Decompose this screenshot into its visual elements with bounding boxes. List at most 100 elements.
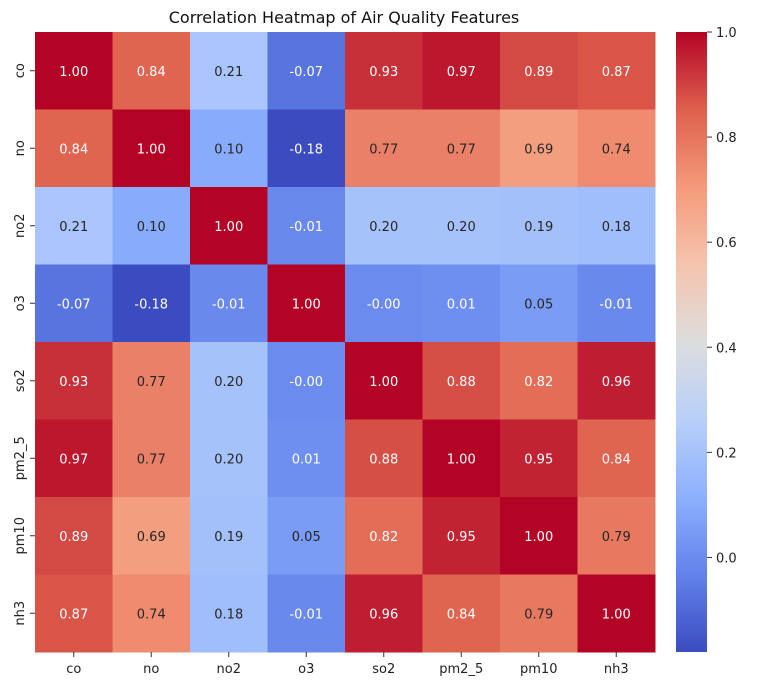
x-tick-label: o3 xyxy=(298,662,314,677)
cell-value-label: -0.01 xyxy=(599,297,633,312)
heatmap-cell xyxy=(35,32,113,110)
heatmap-cell xyxy=(267,109,346,188)
cell-value-label: 0.77 xyxy=(137,452,166,467)
heatmap-cell xyxy=(267,497,346,575)
cell-value-label: 0.19 xyxy=(524,220,553,235)
y-tick-label: co xyxy=(13,63,28,78)
heatmap-cells: 1.00 0.84 0.21 -0.07 0.93 0.97 0.89 0.87 0.84 1.0… xyxy=(35,32,656,653)
heatmap-cell xyxy=(112,32,191,110)
heatmap-cell xyxy=(190,109,268,188)
cell-value-label: 0.87 xyxy=(59,607,88,622)
heatmap-cell xyxy=(422,264,501,343)
x-tick-label: no xyxy=(143,662,159,677)
heatmap-cell xyxy=(112,342,191,420)
cell-value-label: 0.79 xyxy=(524,607,553,622)
heatmap-cell xyxy=(267,419,346,498)
heatmap-cell xyxy=(112,109,191,188)
heatmap-cell xyxy=(35,574,113,653)
heatmap-cell xyxy=(190,574,268,653)
heatmap-cell xyxy=(35,109,113,188)
heatmap-cell xyxy=(422,419,501,498)
cell-value-label: 0.18 xyxy=(214,607,243,622)
heatmap-cell xyxy=(190,264,268,343)
cell-value-label: 1.00 xyxy=(447,452,476,467)
cell-value-label: 1.00 xyxy=(59,65,88,80)
heatmap-cell xyxy=(267,32,346,110)
cell-value-label: 0.69 xyxy=(137,530,166,545)
y-tick-label: nh3 xyxy=(13,601,28,626)
cell-value-label: 0.93 xyxy=(59,375,88,390)
heatmap-cell xyxy=(190,187,268,265)
heatmap-cell xyxy=(577,419,656,498)
heatmap-cell xyxy=(577,187,656,265)
cell-value-label: 0.88 xyxy=(369,452,398,467)
heatmap-cell xyxy=(422,32,501,110)
x-axis-ticks: co no no2 o3 so2 pm2_5 pm10 nh3 xyxy=(66,652,629,677)
heatmap-cell xyxy=(345,497,423,575)
heatmap-cell xyxy=(500,264,578,343)
cell-value-label: 0.84 xyxy=(602,452,631,467)
heatmap-cell xyxy=(500,187,578,265)
heatmap-cell xyxy=(500,342,578,420)
cell-value-label: 0.01 xyxy=(447,297,476,312)
heatmap-cell xyxy=(500,497,578,575)
cell-value-label: 0.05 xyxy=(524,297,553,312)
heatmap-cell xyxy=(112,574,191,653)
heatmap-cell xyxy=(577,497,656,575)
cell-value-label: 0.01 xyxy=(292,452,321,467)
cell-value-label: 0.10 xyxy=(137,220,166,235)
x-tick-label: so2 xyxy=(372,662,395,677)
cell-value-label: 0.10 xyxy=(214,142,243,157)
colorbar-tick-label: 0.2 xyxy=(716,446,737,461)
cell-value-label: 0.20 xyxy=(214,452,243,467)
cell-value-label: 0.88 xyxy=(447,375,476,390)
cell-value-label: -0.07 xyxy=(289,65,323,80)
cell-value-label: 0.05 xyxy=(292,530,321,545)
heatmap-cell xyxy=(500,419,578,498)
cell-value-label: 0.84 xyxy=(59,142,88,157)
cell-value-label: 0.21 xyxy=(59,220,88,235)
cell-value-label: 0.74 xyxy=(137,607,166,622)
cell-value-label: 0.82 xyxy=(369,530,398,545)
y-tick-label: pm10 xyxy=(13,517,28,554)
heatmap-cell xyxy=(35,497,113,575)
heatmap-cell xyxy=(190,497,268,575)
cell-value-label: 1.00 xyxy=(137,142,166,157)
cell-value-label: 0.95 xyxy=(524,452,553,467)
cell-value-label: 1.00 xyxy=(292,297,321,312)
heatmap-cell xyxy=(112,264,191,343)
colorbar-tick-label: 0.6 xyxy=(716,236,737,251)
heatmap-cell xyxy=(345,574,423,653)
heatmap-cell xyxy=(577,342,656,420)
cell-value-label: 0.20 xyxy=(447,220,476,235)
heatmap-cell xyxy=(577,574,656,653)
cell-value-label: -0.00 xyxy=(289,375,323,390)
heatmap-cell xyxy=(500,574,578,653)
heatmap-cell xyxy=(345,32,423,110)
heatmap-cell xyxy=(500,109,578,188)
cell-value-label: 0.97 xyxy=(447,65,476,80)
heatmap-cell xyxy=(267,574,346,653)
x-tick-label: no2 xyxy=(217,662,241,677)
chart-title: Correlation Heatmap of Air Quality Featu… xyxy=(169,8,520,27)
x-tick-label: co xyxy=(66,662,81,677)
heatmap-cell xyxy=(345,264,423,343)
heatmap-cell xyxy=(345,342,423,420)
cell-value-label: 0.89 xyxy=(59,530,88,545)
colorbar: 0.0 0.2 0.4 0.6 0.8 1.0 xyxy=(676,26,737,652)
cell-value-label: 0.79 xyxy=(602,530,631,545)
y-tick-label: o3 xyxy=(13,295,28,311)
heatmap-cell xyxy=(190,419,268,498)
cell-value-label: -0.18 xyxy=(289,142,323,157)
heatmap-cell xyxy=(267,187,346,265)
heatmap-cell xyxy=(267,264,346,343)
heatmap-cell xyxy=(345,187,423,265)
cell-value-label: 1.00 xyxy=(524,530,553,545)
y-tick-label: pm2_5 xyxy=(13,436,28,480)
cell-value-label: 1.00 xyxy=(369,375,398,390)
heatmap-cell xyxy=(422,342,501,420)
heatmap-cell xyxy=(112,419,191,498)
y-tick-label: no2 xyxy=(13,214,28,238)
x-tick-label: nh3 xyxy=(604,662,629,677)
